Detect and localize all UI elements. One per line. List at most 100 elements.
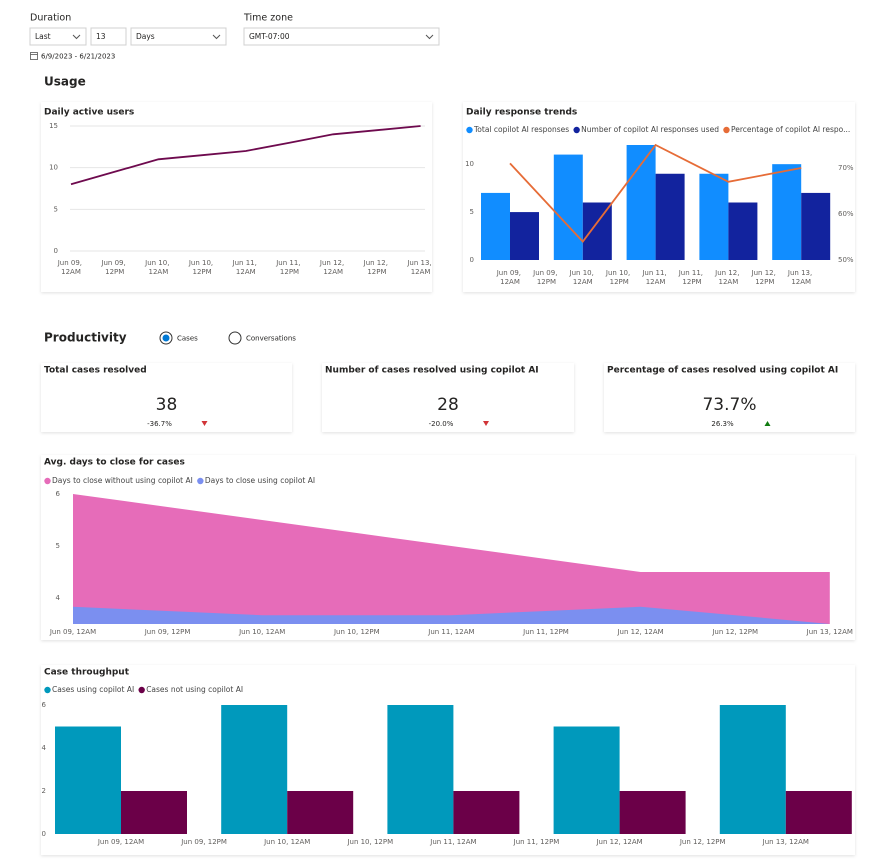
bar: [221, 705, 288, 834]
area: [73, 606, 830, 624]
y2-tick-label: 50%: [838, 256, 854, 264]
radio[interactable]: [228, 331, 242, 345]
y-tick-label: 2: [42, 787, 46, 795]
legend-swatch: [723, 126, 730, 134]
x-tick-label: Jun 09, 12PM: [144, 628, 191, 636]
y-tick-label: 6: [56, 490, 61, 498]
bar: [387, 705, 454, 834]
x-tick-label: Jun 12, 12AM: [616, 628, 663, 636]
chart-title: Daily response trends: [466, 108, 577, 118]
kpi-change: 26.3%: [711, 420, 734, 428]
y-tick-label: 5: [470, 208, 474, 216]
x-tick-label: Jun 10, 12PM: [333, 628, 380, 636]
y-tick-label: 4: [42, 744, 47, 752]
x-tick-label: Jun 10, 12AM: [238, 628, 285, 636]
date-range: 6/9/2023 - 6/21/2023: [41, 53, 115, 61]
x-tick-label: Jun 11, 12PM: [522, 628, 569, 636]
x-tick-label: Jun 09, 12PM: [180, 838, 227, 846]
x-tick-label: Jun 12, 12PM: [679, 838, 726, 846]
x-tick-label: Jun 11, 12PM: [275, 259, 303, 276]
duration-mode-select[interactable]: [29, 27, 87, 46]
bar: [801, 192, 831, 260]
legend-swatch: [466, 126, 473, 134]
x-tick-label: Jun 12, 12PM: [711, 628, 758, 636]
bar: [619, 791, 686, 834]
x-tick-label: Jun 09, 12PM: [100, 259, 128, 276]
bar: [582, 202, 612, 260]
x-tick-label: Jun 09, 12AM: [496, 269, 524, 286]
bar: [287, 791, 354, 834]
bar: [772, 164, 802, 260]
radio-label[interactable]: Conversations: [246, 335, 296, 343]
legend-label: Cases using copilot AI: [52, 685, 134, 694]
chevron: [72, 34, 81, 40]
y-tick-label: 6: [42, 701, 47, 709]
bar: [510, 212, 539, 260]
x-tick-label: Jun 11, 12AM: [427, 628, 474, 636]
card: [41, 363, 292, 432]
bar: [55, 726, 121, 834]
x-tick-label: Jun 10, 12PM: [605, 269, 633, 286]
x-tick-label: Jun 10, 12PM: [188, 259, 216, 276]
legend-label: Days to close without using copilot AI: [52, 476, 193, 485]
y-tick-label: 0: [54, 247, 58, 255]
kpi-value: 28: [437, 395, 459, 415]
legend-label: Total copilot AI responses: [473, 125, 569, 134]
x-tick-label: Jun 13, 12AM: [787, 269, 815, 286]
radio-label[interactable]: Cases: [177, 335, 198, 343]
duration-unit[interactable]: Days: [136, 32, 155, 41]
legend-label: Days to close using copilot AI: [205, 476, 315, 485]
duration-mode[interactable]: Last: [35, 32, 51, 41]
x-tick-label: Jun 09, 12AM: [57, 259, 85, 276]
kpi-title: Number of cases resolved using copilot A…: [325, 366, 539, 376]
timezone-label: Time zone: [243, 13, 293, 24]
kpi-title: Percentage of cases resolved using copil…: [607, 366, 838, 376]
kpi-value: 73.7%: [702, 395, 756, 415]
duration-count[interactable]: 13: [96, 32, 106, 41]
area: [73, 494, 830, 624]
y-tick-label: 15: [49, 122, 58, 130]
x-tick-label: Jun 13, 12AM: [806, 628, 853, 636]
chevron: [212, 34, 221, 40]
section-title: Usage: [44, 75, 86, 89]
kpi-title: Total cases resolved: [44, 366, 147, 376]
bar: [553, 726, 620, 834]
bar: [553, 154, 583, 260]
kpi-change: -36.7%: [147, 420, 172, 428]
x-tick-label: Jun 12, 12AM: [714, 269, 742, 286]
y-tick-label: 0: [470, 256, 474, 264]
legend-swatch: [44, 477, 51, 485]
x-tick-label: Jun 12, 12AM: [319, 259, 347, 276]
card: [41, 102, 432, 292]
bar: [719, 705, 786, 834]
x-tick-label: Jun 12, 12AM: [595, 838, 642, 846]
bar: [453, 791, 520, 834]
card: [604, 363, 855, 432]
y-tick-label: 0: [42, 830, 46, 838]
y-tick-label: 10: [49, 164, 58, 172]
chevron: [425, 34, 434, 40]
legend-label: Cases not using copilot AI: [146, 685, 243, 694]
legend-swatch: [44, 686, 51, 694]
calendar-icon: [30, 52, 38, 60]
timezone-select[interactable]: [243, 27, 440, 46]
x-tick-label: Jun 13, 12AM: [406, 259, 434, 276]
legend-label: Percentage of copilot AI respo...: [731, 125, 850, 134]
x-tick-label: Jun 09, 12AM: [97, 838, 144, 846]
trend-indicator: [764, 421, 771, 426]
duration-unit-select[interactable]: [130, 27, 227, 46]
bar: [626, 145, 656, 260]
x-tick-label: Jun 09, 12AM: [49, 628, 96, 636]
bar: [728, 202, 758, 260]
trend-indicator: [201, 421, 208, 426]
x-tick-label: Jun 10, 12PM: [346, 838, 393, 846]
x-tick-label: Jun 12, 12PM: [751, 269, 779, 286]
legend-swatch: [197, 477, 204, 485]
x-tick-label: Jun 12, 12PM: [363, 259, 391, 276]
duration-count-input[interactable]: [90, 27, 127, 46]
x-tick-label: Jun 10, 12AM: [569, 269, 597, 286]
bar: [785, 791, 852, 834]
trend-indicator: [483, 421, 489, 426]
timezone[interactable]: GMT-07:00: [249, 32, 290, 41]
